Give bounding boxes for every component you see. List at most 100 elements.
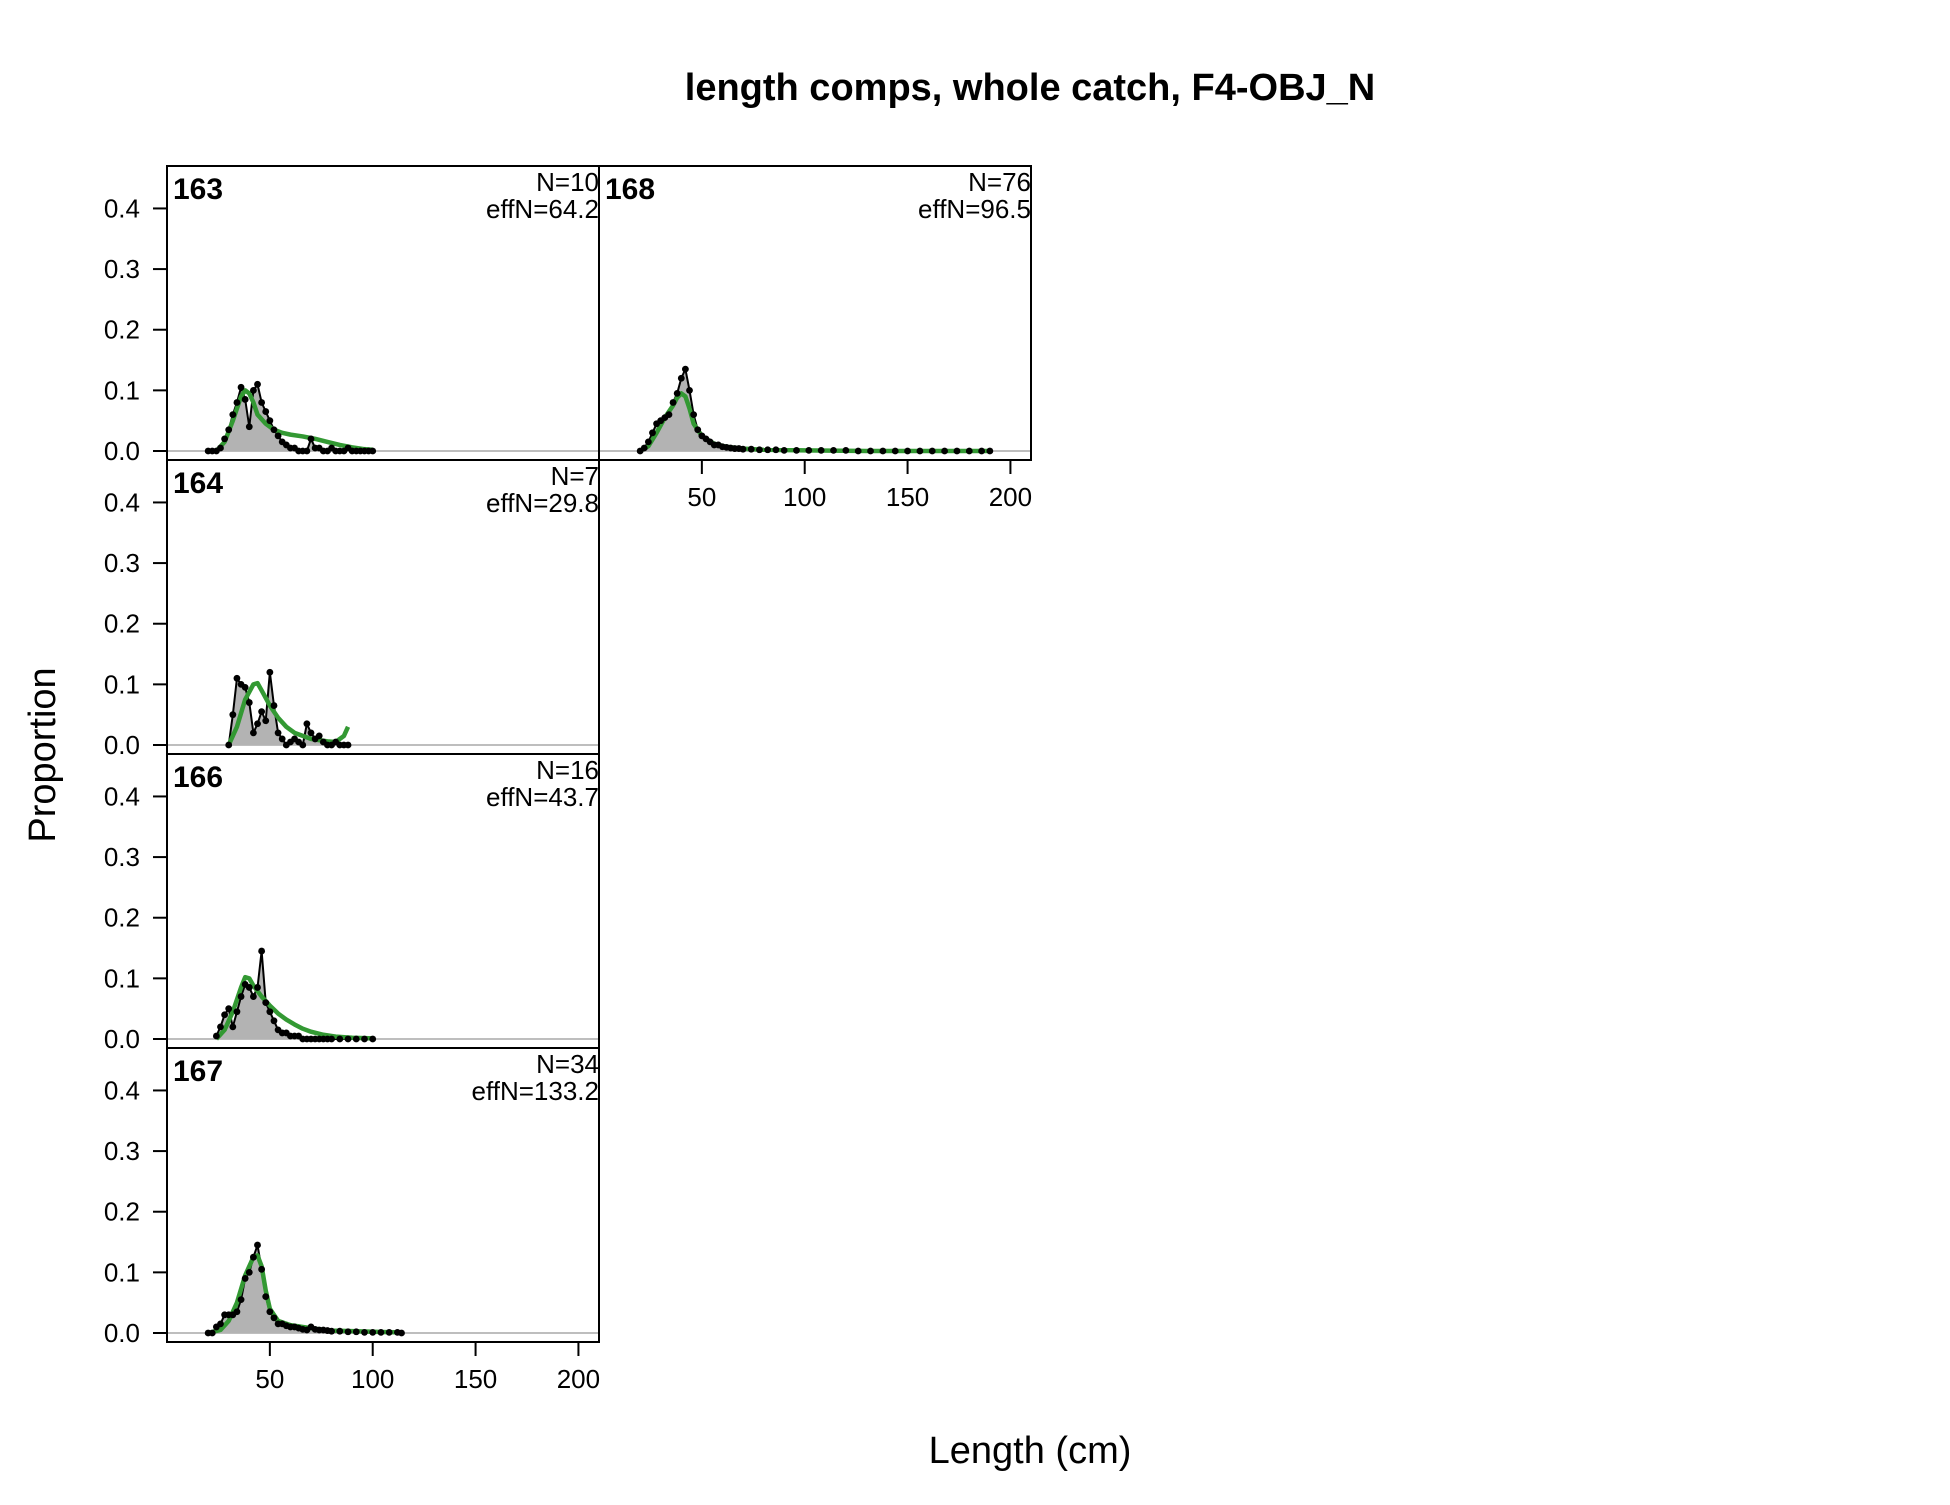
y-tick-label: 0.4 bbox=[104, 1075, 140, 1105]
observed-point bbox=[644, 438, 652, 446]
observed-point bbox=[270, 426, 278, 434]
observed-point bbox=[772, 446, 780, 454]
y-tick-label: 0.2 bbox=[104, 1197, 140, 1227]
observed-point bbox=[369, 447, 377, 455]
observed-point bbox=[254, 1241, 261, 1249]
observed-point bbox=[254, 720, 261, 728]
observed-point bbox=[916, 447, 924, 455]
observed-point bbox=[254, 380, 261, 388]
x-tick-label: 50 bbox=[687, 482, 716, 512]
x-tick-label: 150 bbox=[886, 482, 929, 512]
observed-point bbox=[328, 1035, 335, 1043]
observed-point bbox=[212, 1032, 220, 1040]
y-axis-label: Proportion bbox=[22, 667, 64, 842]
observed-point bbox=[344, 1035, 352, 1043]
observed-point bbox=[266, 417, 274, 425]
observed-point bbox=[665, 411, 673, 419]
observed-point bbox=[274, 729, 282, 737]
observed-point bbox=[764, 446, 772, 454]
panel-effn-label: effN=29.8 bbox=[486, 488, 599, 518]
y-tick-label: 0.0 bbox=[104, 730, 140, 760]
observed-point bbox=[941, 447, 948, 455]
observed-point bbox=[928, 447, 936, 455]
observed-point bbox=[369, 1035, 377, 1043]
observed-point bbox=[258, 947, 266, 955]
panel-n-label: N=16 bbox=[536, 755, 599, 785]
observed-point bbox=[879, 447, 887, 455]
observed-point bbox=[649, 429, 656, 437]
x-axis-label: Length (cm) bbox=[929, 1430, 1132, 1472]
observed-point bbox=[262, 999, 270, 1007]
panel-n-label: N=7 bbox=[551, 461, 599, 491]
observed-point bbox=[262, 717, 270, 725]
observed-point bbox=[307, 435, 315, 443]
observed-point bbox=[303, 447, 311, 455]
observed-point bbox=[336, 1327, 344, 1335]
y-tick-label: 0.4 bbox=[104, 193, 140, 223]
observed-point bbox=[225, 426, 233, 434]
observed-point bbox=[756, 446, 763, 454]
panel-n-label: N=10 bbox=[536, 167, 599, 197]
y-tick-label: 0.3 bbox=[104, 548, 140, 578]
observed-point bbox=[266, 1008, 274, 1016]
x-tick-label: 200 bbox=[989, 482, 1032, 512]
observed-point bbox=[229, 711, 237, 719]
observed-point bbox=[241, 1275, 249, 1282]
expected-line bbox=[207, 1253, 402, 1336]
observed-point bbox=[299, 741, 307, 749]
observed-point bbox=[369, 1328, 377, 1336]
y-tick-label: 0.1 bbox=[104, 963, 140, 993]
observed-area bbox=[208, 1245, 402, 1333]
observed-point bbox=[361, 1035, 368, 1043]
panel-id-label: 164 bbox=[173, 467, 223, 500]
observed-point bbox=[793, 446, 800, 454]
observed-point bbox=[278, 735, 286, 743]
observed-point bbox=[805, 446, 813, 454]
observed-point bbox=[682, 365, 689, 373]
observed-point bbox=[694, 426, 702, 434]
observed-point bbox=[344, 1328, 352, 1336]
y-tick-label: 0.4 bbox=[104, 781, 140, 811]
observed-point bbox=[686, 386, 693, 394]
observed-point bbox=[233, 399, 241, 406]
observed-point bbox=[344, 741, 352, 749]
panel-n-label: N=34 bbox=[536, 1049, 599, 1079]
y-tick-label: 0.1 bbox=[104, 669, 140, 699]
observed-point bbox=[669, 399, 677, 406]
x-tick-label: 50 bbox=[255, 1364, 284, 1394]
observed-point bbox=[842, 446, 850, 454]
expected-line bbox=[214, 974, 373, 1041]
observed-area bbox=[640, 369, 990, 451]
y-tick-label: 0.0 bbox=[104, 436, 140, 466]
observed-point bbox=[830, 446, 837, 454]
observed-point bbox=[274, 432, 282, 440]
observed-point bbox=[208, 1329, 216, 1337]
panel-effn-label: effN=96.5 bbox=[918, 194, 1031, 224]
observed-point bbox=[780, 446, 788, 454]
observed-point bbox=[270, 1017, 278, 1025]
observed-point bbox=[677, 374, 685, 382]
observed-point bbox=[270, 702, 278, 709]
observed-point bbox=[241, 683, 249, 691]
observed-point bbox=[217, 444, 224, 452]
observed-point bbox=[690, 411, 698, 419]
y-tick-label: 0.1 bbox=[104, 375, 140, 405]
y-tick-label: 0.4 bbox=[104, 487, 140, 517]
y-tick-label: 0.2 bbox=[104, 315, 140, 345]
observed-point bbox=[250, 386, 257, 394]
observed-point bbox=[233, 1308, 241, 1316]
observed-point bbox=[266, 1308, 274, 1316]
panel-effn-label: effN=133.2 bbox=[472, 1076, 599, 1106]
observed-point bbox=[237, 383, 245, 391]
observed-point bbox=[229, 411, 237, 419]
observed-point bbox=[904, 447, 911, 455]
y-tick-label: 0.0 bbox=[104, 1318, 140, 1348]
panel-id-label: 168 bbox=[605, 173, 655, 206]
y-tick-label: 0.3 bbox=[104, 842, 140, 872]
x-tick-label: 200 bbox=[557, 1364, 600, 1394]
